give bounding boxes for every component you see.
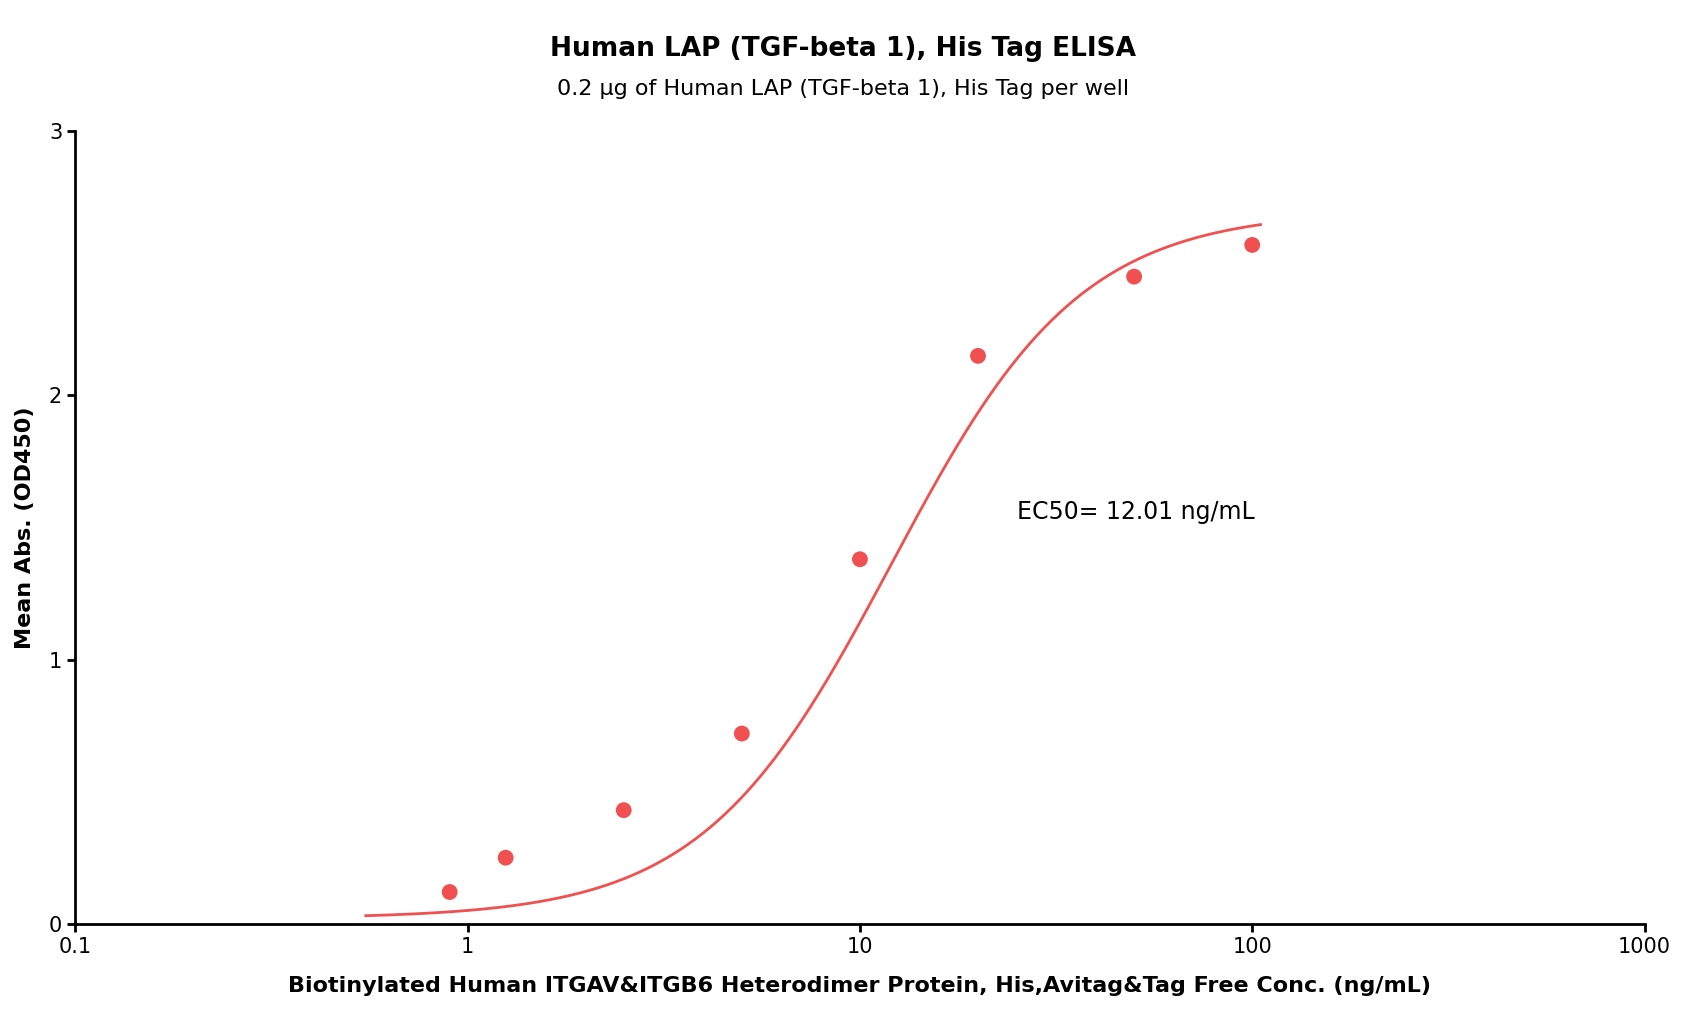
Point [846,551,873,568]
Text: EC50= 12.01 ng/mL: EC50= 12.01 ng/mL [1017,499,1254,523]
Point [964,348,991,364]
Text: 0.2 μg of Human LAP (TGF-beta 1), His Tag per well: 0.2 μg of Human LAP (TGF-beta 1), His Ta… [556,79,1130,99]
Point [610,802,637,818]
Point [492,849,519,866]
Y-axis label: Mean Abs. (OD450): Mean Abs. (OD450) [15,407,35,649]
X-axis label: Biotinylated Human ITGAV&ITGB6 Heterodimer Protein, His,Avitag&Tag Free Conc. (n: Biotinylated Human ITGAV&ITGB6 Heterodim… [288,976,1431,996]
Point [1121,268,1148,285]
Point [728,725,755,742]
Point [437,883,464,900]
Text: Human LAP (TGF-beta 1), His Tag ELISA: Human LAP (TGF-beta 1), His Tag ELISA [550,36,1136,62]
Point [1239,236,1266,253]
